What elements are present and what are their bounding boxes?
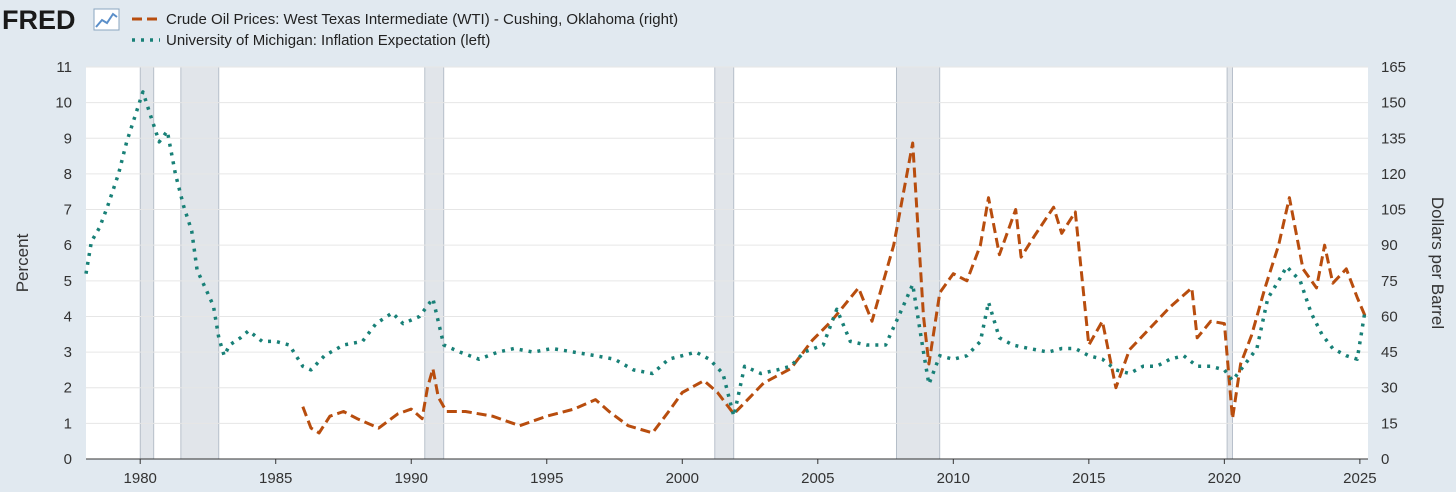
x-tick-label: 1990 (395, 470, 428, 487)
x-axis-ticks: 1980 1985 1990 1995 2000 2005 2010 2015 2020 2025 (86, 458, 1377, 487)
x-tick-label: 1980 (124, 470, 157, 487)
left-tick-label: 11 (56, 59, 72, 76)
left-tick-label: 5 (64, 273, 72, 290)
recession-band-3 (714, 66, 735, 460)
x-tick-label: 1995 (530, 470, 563, 487)
right-tick-label: 165 (1381, 59, 1406, 76)
fred-logo[interactable]: FRED (2, 5, 120, 35)
recession-band-0 (139, 66, 155, 460)
x-tick-label: 2020 (1208, 470, 1241, 487)
right-tick-label: 15 (1381, 415, 1398, 432)
recession-band-4 (895, 66, 941, 460)
left-axis-ticks: 0 1 2 3 4 5 6 7 8 9 10 11 (55, 59, 72, 468)
recession-band-1 (180, 66, 220, 460)
x-tick-label: 2010 (937, 470, 970, 487)
x-tick-label: 2015 (1072, 470, 1105, 487)
right-tick-label: 120 (1381, 166, 1406, 183)
right-tick-label: 0 (1381, 451, 1389, 468)
left-tick-label: 10 (55, 95, 72, 112)
fred-logo-chart-icon (93, 8, 120, 31)
left-tick-label: 1 (64, 415, 72, 432)
right-tick-label: 105 (1381, 202, 1406, 219)
legend-label-oil: Crude Oil Prices: West Texas Intermediat… (166, 11, 678, 28)
right-tick-label: 45 (1381, 344, 1398, 361)
right-axis-title: Dollars per Barrel (1428, 197, 1447, 329)
legend-item-oil[interactable]: Crude Oil Prices: West Texas Intermediat… (132, 11, 678, 28)
right-tick-label: 90 (1381, 237, 1398, 254)
left-tick-label: 6 (64, 237, 72, 254)
left-tick-label: 9 (64, 130, 72, 147)
left-tick-label: 8 (64, 166, 72, 183)
right-tick-label: 75 (1381, 273, 1398, 290)
x-tick-label: 2000 (666, 470, 699, 487)
x-tick-label: 2025 (1343, 470, 1376, 487)
right-tick-label: 150 (1381, 95, 1406, 112)
right-tick-label: 60 (1381, 308, 1398, 325)
legend: Crude Oil Prices: West Texas Intermediat… (132, 11, 678, 49)
x-tick-label: 2005 (801, 470, 834, 487)
left-tick-label: 2 (64, 380, 72, 397)
x-tick-label: 1985 (259, 470, 292, 487)
legend-item-inflation[interactable]: University of Michigan: Inflation Expect… (132, 32, 490, 49)
right-tick-label: 30 (1381, 380, 1398, 397)
left-axis-title: Percent (13, 233, 32, 292)
right-axis-ticks: 0 15 30 45 60 75 90 105 120 135 150 165 (1381, 59, 1406, 468)
left-tick-label: 7 (64, 202, 72, 219)
left-tick-label: 0 (64, 451, 72, 468)
left-tick-label: 4 (64, 308, 72, 325)
right-tick-label: 135 (1381, 130, 1406, 147)
series-line-0 (301, 141, 1367, 435)
fred-logo-text: FRED (2, 5, 76, 35)
legend-label-inflation: University of Michigan: Inflation Expect… (166, 32, 490, 49)
series-lines (84, 90, 1368, 435)
left-tick-label: 3 (64, 344, 72, 361)
